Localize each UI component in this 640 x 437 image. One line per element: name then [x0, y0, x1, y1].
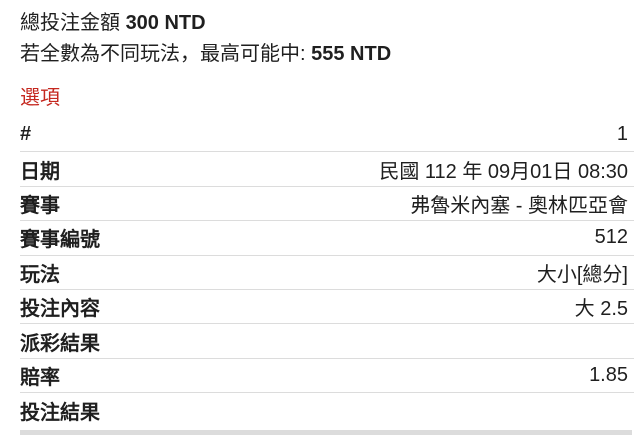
row-value: 大 2.5: [574, 298, 628, 321]
table-row-date: 日期 民國 112 年 09月01日 08:30: [20, 152, 634, 187]
max-win-line: 若全數為不同玩法，最高可能中: 555 NTD: [20, 39, 620, 70]
row-label: 賠率: [20, 366, 60, 389]
row-value: 1: [616, 123, 628, 146]
total-bet-label: 總投注金額: [20, 12, 126, 34]
row-value: 1.85: [589, 363, 628, 386]
row-label: 玩法: [20, 263, 60, 286]
table-row-bet-result: 投注結果: [20, 393, 634, 427]
row-label: 投注結果: [20, 401, 100, 424]
row-value: 大小[總分]: [536, 263, 628, 286]
row-label: #: [20, 123, 32, 146]
total-bet-value: 300 NTD: [125, 12, 206, 34]
table-row-event-number: 賽事編號 512: [20, 221, 634, 256]
row-label: 日期: [20, 160, 60, 183]
max-win-label: 若全數為不同玩法，最高可能中:: [20, 43, 312, 65]
row-label: 派彩結果: [20, 332, 100, 355]
row-label: 投注內容: [20, 298, 100, 321]
bet-detail-table: # 1 日期 民國 112 年 09月01日 08:30 賽事 弗魯米內塞 - …: [20, 118, 634, 428]
options-section-title: 選項: [20, 87, 60, 109]
table-row-play-type: 玩法 大小[總分]: [20, 256, 634, 290]
row-label: 賽事編號: [20, 229, 100, 252]
table-row-index: # 1: [20, 118, 634, 153]
table-row-payout-result: 派彩結果: [20, 324, 634, 359]
max-win-value: 555 NTD: [311, 43, 392, 65]
total-bet-line: 總投注金額 300 NTD: [20, 8, 620, 39]
table-row-event: 賽事 弗魯米內塞 - 奧林匹亞會: [20, 187, 634, 222]
row-value: 512: [594, 226, 628, 249]
table-row-bet-content: 投注內容 大 2.5: [20, 290, 634, 325]
section-divider: [20, 429, 632, 435]
bet-summary: 總投注金額 300 NTD 若全數為不同玩法，最高可能中: 555 NTD: [0, 0, 640, 70]
row-value: 民國 112 年 09月01日 08:30: [379, 160, 628, 183]
table-row-odds: 賠率 1.85: [20, 359, 634, 394]
row-value: 弗魯米內塞 - 奧林匹亞會: [410, 194, 628, 217]
row-label: 賽事: [20, 194, 60, 217]
